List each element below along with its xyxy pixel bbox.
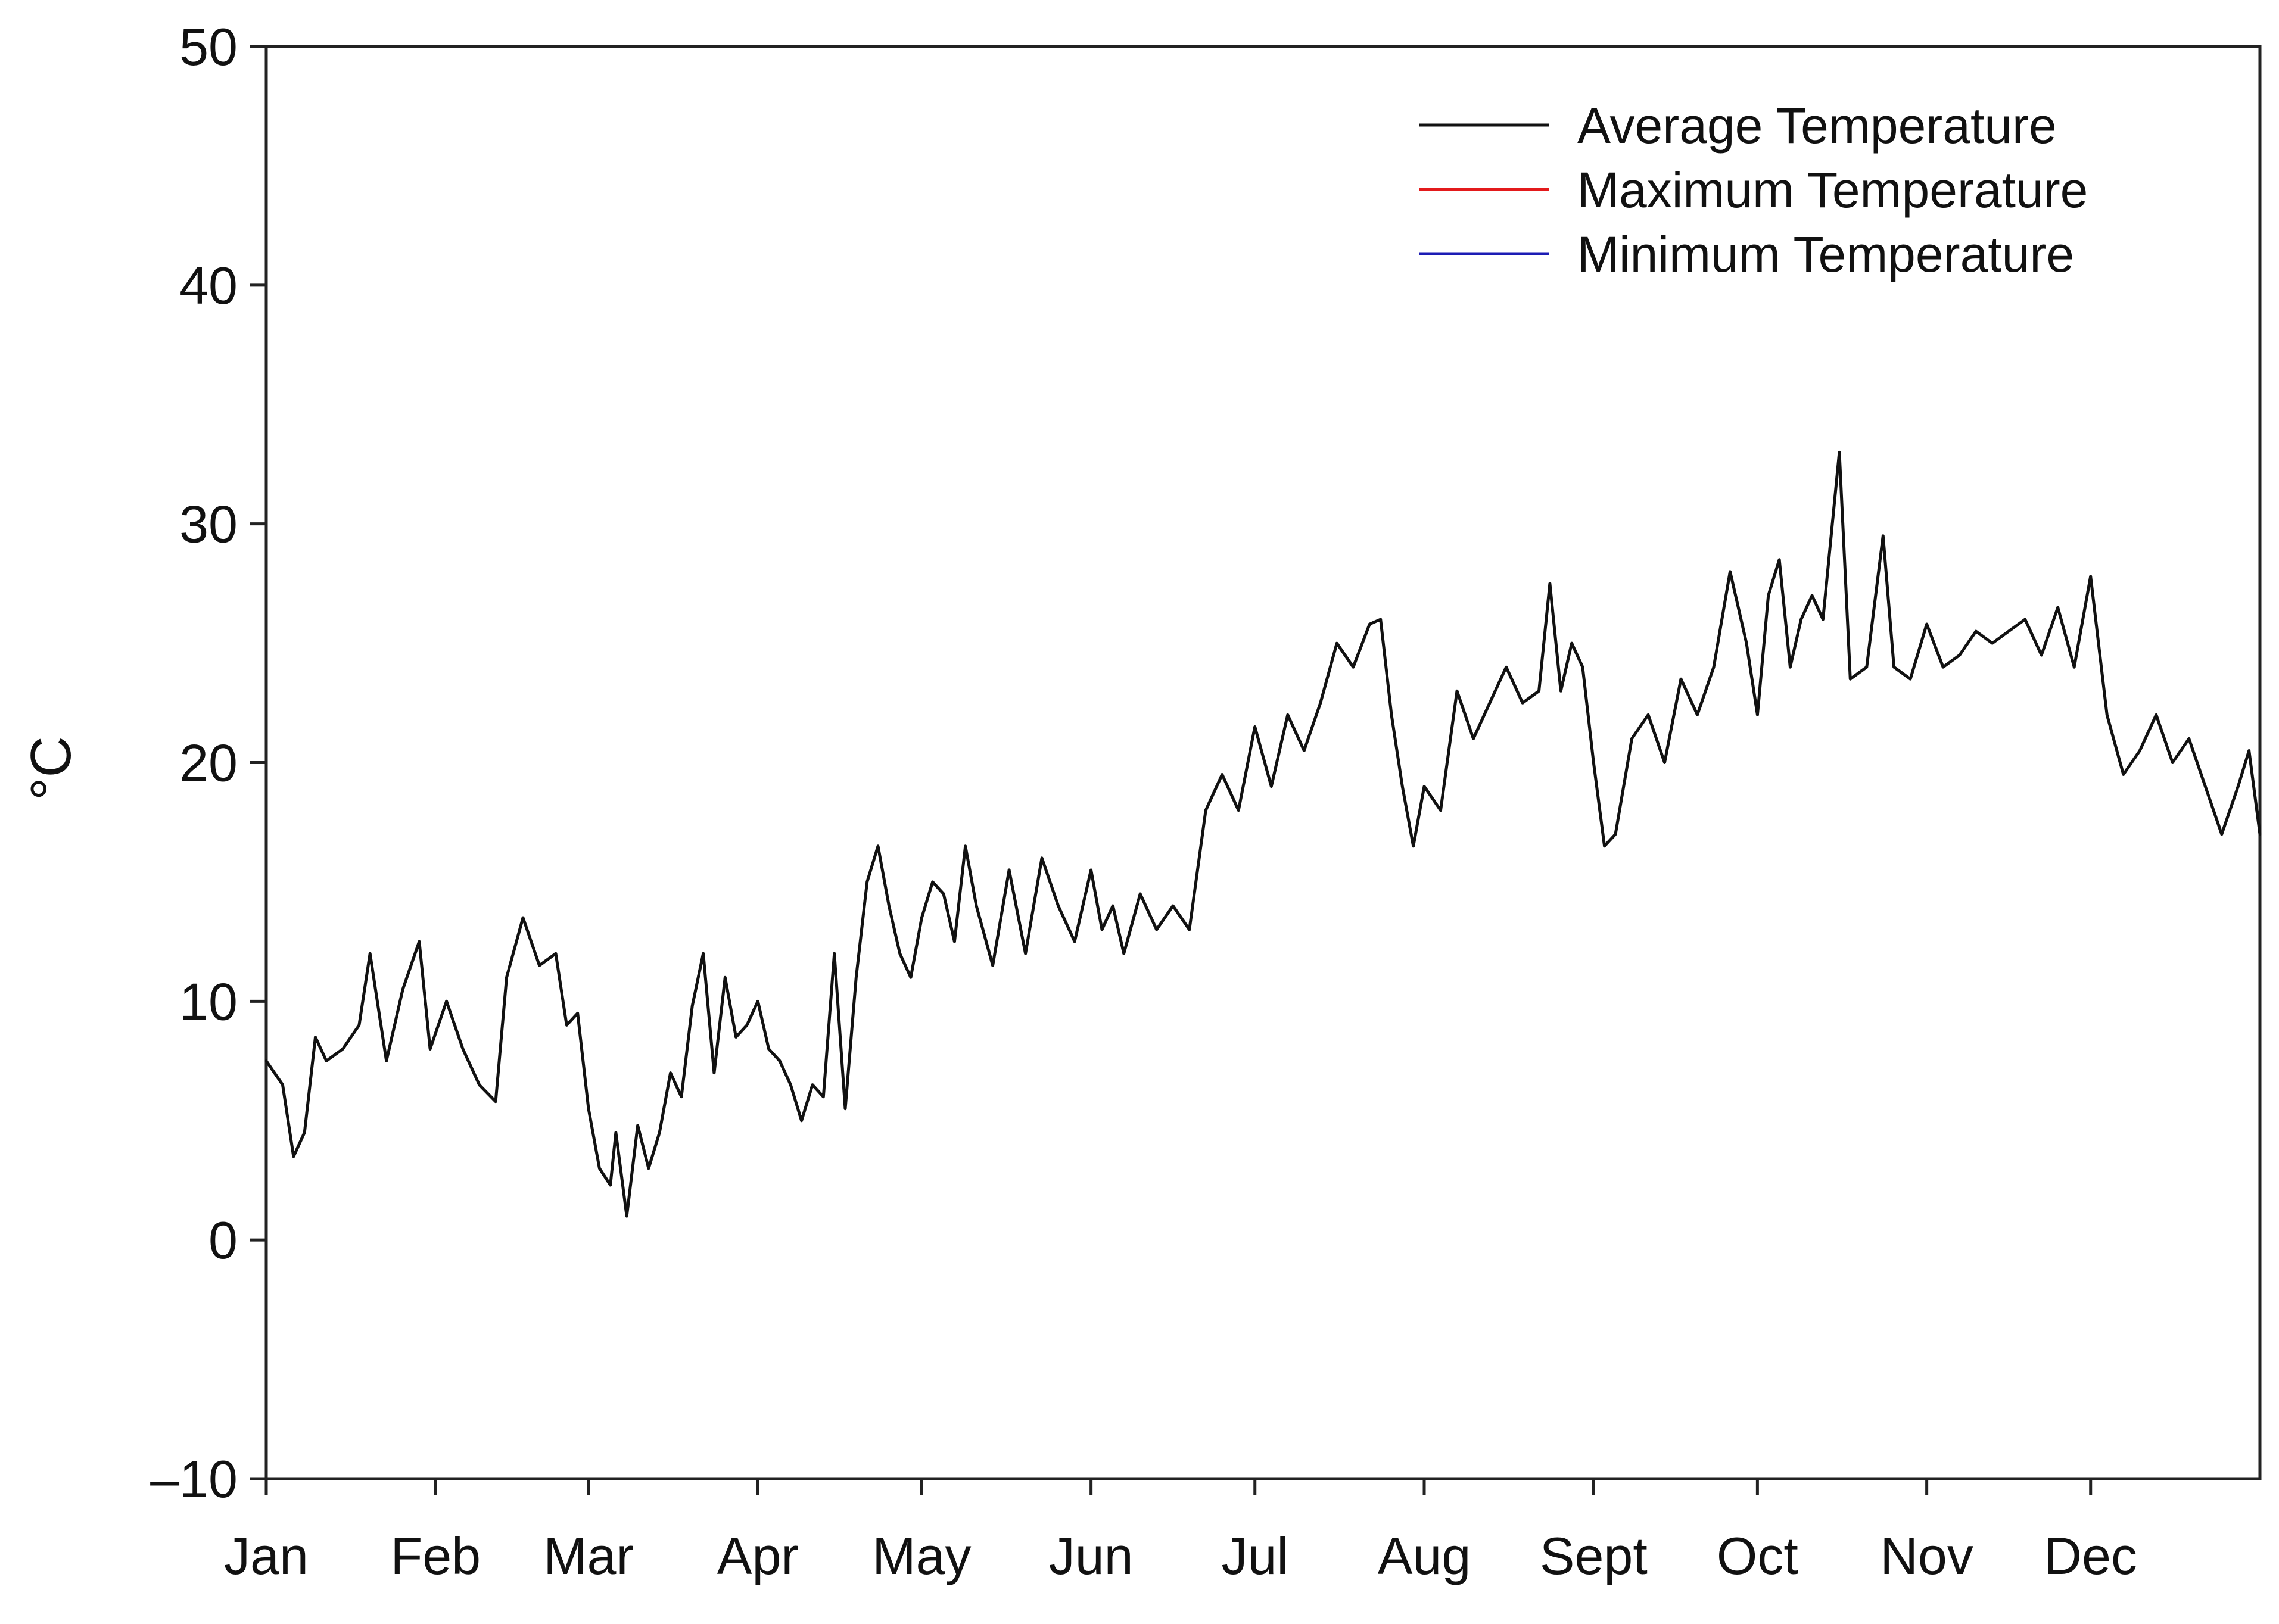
legend-label-maximum-temperature: Maximum Temperature xyxy=(1577,162,2088,218)
x-tick-label: Dec xyxy=(2044,1526,2137,1585)
x-tick-label: Nov xyxy=(1880,1526,1973,1585)
x-tick-label: Apr xyxy=(717,1526,799,1585)
legend: Average Temperature Maximum Temperature Mi… xyxy=(1419,98,2088,282)
x-axis: Jan Feb Mar Apr May Jun Jul Aug Sept Oct Nov Dec xyxy=(224,1479,2137,1585)
x-tick-label: Jun xyxy=(1049,1526,1134,1585)
y-tick-label: 50 xyxy=(179,17,238,76)
x-tick-label: Oct xyxy=(1717,1526,1798,1585)
y-tick-label: 20 xyxy=(179,734,238,793)
y-tick-label: 40 xyxy=(179,256,238,315)
x-tick-label: Aug xyxy=(1378,1526,1471,1585)
y-axis-label: °C xyxy=(19,736,83,800)
series-line-average-temperature xyxy=(264,450,2262,1218)
x-tick-label: Feb xyxy=(390,1526,481,1585)
x-tick-label: Jul xyxy=(1221,1526,1288,1585)
legend-label-minimum-temperature: Minimum Temperature xyxy=(1577,226,2074,282)
y-tick-label: 0 xyxy=(208,1211,238,1270)
y-axis: –10 0 10 20 30 40 50 xyxy=(150,17,266,1508)
x-tick-label: Sept xyxy=(1540,1526,1648,1585)
legend-label-average-temperature: Average Temperature xyxy=(1577,98,2057,154)
y-tick-label: –10 xyxy=(150,1450,238,1508)
y-tick-label: 30 xyxy=(179,495,238,554)
y-tick-label: 10 xyxy=(179,972,238,1031)
x-tick-label: Jan xyxy=(224,1526,309,1585)
series-layer xyxy=(264,450,2262,1218)
x-tick-label: Mar xyxy=(543,1526,634,1585)
x-tick-label: May xyxy=(872,1526,971,1585)
